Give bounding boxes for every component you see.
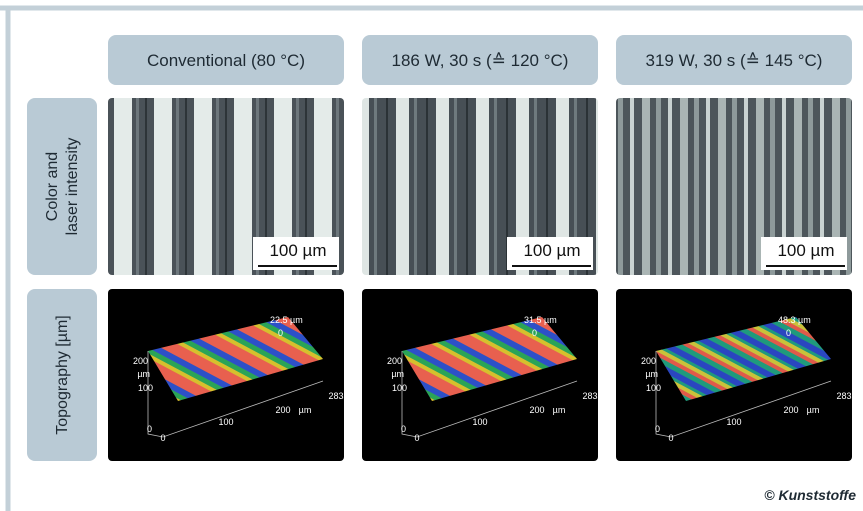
y-axis-label: 0: [655, 424, 660, 434]
y-axis-label: 100: [138, 383, 153, 393]
x-axis-label: 283: [328, 391, 343, 401]
y-axis-label: 100: [646, 383, 661, 393]
y-axis-label: 200: [133, 356, 148, 366]
y-axis-label: 200: [641, 356, 656, 366]
x-axis-label: 200: [529, 405, 544, 415]
y-axis-label: µm: [645, 369, 658, 379]
x-axis-label: 100: [218, 417, 233, 427]
z-max-label: 22.5 µm: [270, 315, 303, 325]
credit: © Kunststoffe: [764, 487, 856, 503]
y-axis-label: µm: [391, 369, 404, 379]
y-axis-label: 100: [392, 383, 407, 393]
y-axis-label: 200: [387, 356, 402, 366]
x-axis-label: µm: [299, 405, 312, 415]
x-axis-label: µm: [553, 405, 566, 415]
z-max-label: 48.3 µm: [778, 315, 811, 325]
x-axis-label: 283: [836, 391, 851, 401]
y-axis-label: 0: [401, 424, 406, 434]
column-header: Conventional (80 °C): [147, 51, 305, 70]
row-label: Color and: [44, 152, 61, 221]
row-label-box: [27, 98, 97, 275]
content: Conventional (80 °C) 186 W, 30 s (≙ 120 °…: [27, 35, 852, 461]
z-zero-label: 0: [786, 328, 791, 338]
x-axis-label: 0: [668, 433, 673, 443]
scale-bar-label: 100 µm: [269, 241, 326, 260]
x-axis-label: 100: [726, 417, 741, 427]
column-header: 319 W, 30 s (≙ 145 °C): [646, 51, 823, 70]
row-label: Topography [µm]: [54, 315, 71, 435]
scale-bar-label: 100 µm: [777, 241, 834, 260]
x-axis-label: 200: [275, 405, 290, 415]
x-axis-label: 0: [414, 433, 419, 443]
x-axis-label: 0: [160, 433, 165, 443]
z-zero-label: 0: [278, 328, 283, 338]
z-zero-label: 0: [532, 328, 537, 338]
y-axis-label: 0: [147, 424, 152, 434]
x-axis-label: 100: [472, 417, 487, 427]
row-label: laser intensity: [64, 138, 81, 236]
z-max-label: 31.5 µm: [524, 315, 557, 325]
x-axis-label: 200: [783, 405, 798, 415]
y-axis-label: µm: [137, 369, 150, 379]
column-header: 186 W, 30 s (≙ 120 °C): [392, 51, 569, 70]
figure: Conventional (80 °C) 186 W, 30 s (≙ 120 °…: [0, 0, 863, 511]
x-axis-label: µm: [807, 405, 820, 415]
scale-bar-label: 100 µm: [523, 241, 580, 260]
x-axis-label: 283: [582, 391, 597, 401]
